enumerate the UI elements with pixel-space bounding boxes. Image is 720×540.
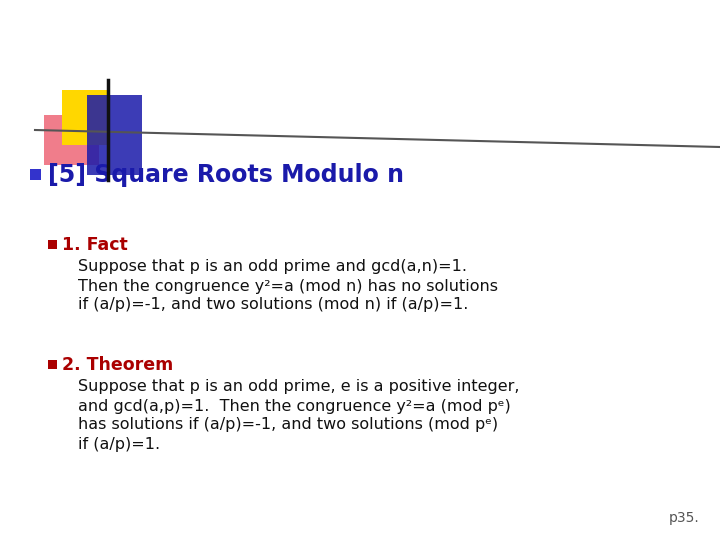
Text: Suppose that p is an odd prime and gcd(a,n)=1.: Suppose that p is an odd prime and gcd(a… (78, 260, 467, 274)
Bar (48, 360, 57, 369)
Text: 2. Theorem: 2. Theorem (62, 356, 174, 374)
Bar (87, 95, 142, 175)
Text: and gcd(a,p)=1.  Then the congruence y²=a (mod pᵉ): and gcd(a,p)=1. Then the congruence y²=a… (78, 399, 510, 414)
Bar (48, 240, 57, 249)
Text: p35.: p35. (670, 511, 700, 525)
Text: 1. Fact: 1. Fact (62, 236, 127, 254)
Text: if (a/p)=-1, and two solutions (mod n) if (a/p)=1.: if (a/p)=-1, and two solutions (mod n) i… (78, 298, 469, 313)
Bar (44, 115, 99, 165)
Text: [5] Square Roots Modulo n: [5] Square Roots Modulo n (48, 163, 404, 187)
Text: Then the congruence y²=a (mod n) has no solutions: Then the congruence y²=a (mod n) has no … (78, 279, 498, 294)
Text: has solutions if (a/p)=-1, and two solutions (mod pᵉ): has solutions if (a/p)=-1, and two solut… (78, 417, 498, 433)
Text: if (a/p)=1.: if (a/p)=1. (78, 436, 160, 451)
Text: Suppose that p is an odd prime, e is a positive integer,: Suppose that p is an odd prime, e is a p… (78, 380, 520, 395)
Bar (62, 90, 110, 145)
Bar (30, 169, 41, 180)
